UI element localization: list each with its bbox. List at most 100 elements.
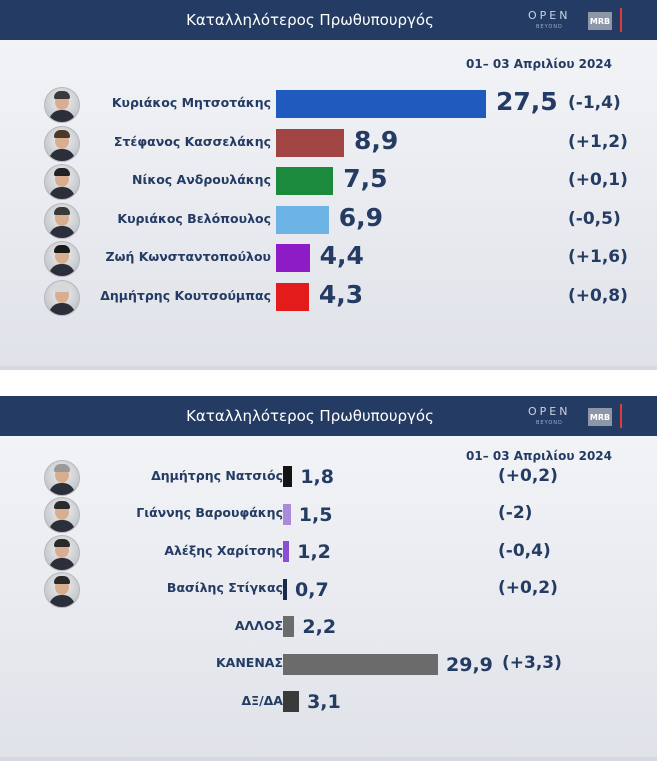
change-label: (+0,2) xyxy=(498,578,558,598)
change-label: (+3,3) xyxy=(502,653,562,673)
value-label: 1,8 xyxy=(300,466,334,488)
avatar-suit xyxy=(49,148,75,161)
bar xyxy=(276,205,329,234)
candidate-avatar xyxy=(44,87,80,123)
chart-panel-top: Καταλληλότερος Πρωθυπουργός OPEN BEYOND … xyxy=(0,0,657,370)
value-label: 0,7 xyxy=(295,578,329,601)
bar xyxy=(283,503,291,525)
bar xyxy=(276,128,344,157)
survey-date: 01– 03 Απριλίου 2024 xyxy=(466,57,612,71)
category-label: ΑΛΛΟΣ xyxy=(234,617,283,633)
category-label: Γιάννης Βαρουφάκης xyxy=(136,505,283,520)
change-label: (+0,2) xyxy=(498,465,558,486)
bar xyxy=(283,616,295,637)
panel-header: Καταλληλότερος Πρωθυπουργός OPEN BEYOND … xyxy=(0,396,657,436)
value-label: 2,2 xyxy=(302,616,337,638)
value-label: 1,5 xyxy=(298,503,333,526)
chart-panel-bottom: Καταλληλότερος Πρωθυπουργός OPEN BEYOND … xyxy=(0,396,657,761)
bar xyxy=(276,244,310,272)
candidate-avatar xyxy=(44,241,80,277)
avatar-hair xyxy=(54,283,70,292)
avatar-suit xyxy=(49,302,75,315)
chart-row: Ζωή Κωνσταντοπούλου 4,4 (+1,6) xyxy=(0,241,657,283)
open-logo-sub: BEYOND xyxy=(536,24,563,30)
avatar-hair xyxy=(54,538,70,547)
bar xyxy=(276,90,486,118)
avatar-hair xyxy=(54,245,70,253)
chart-row: Στέφανος Κασσελάκης 8,9 (+1,2) xyxy=(0,125,657,168)
change-label: (+0,8) xyxy=(568,285,628,306)
category-label: Κυριάκος Βελόπουλος xyxy=(117,210,271,226)
change-label: (-0,4) xyxy=(498,540,551,561)
avatar-hair xyxy=(54,91,70,99)
value-label: 4,3 xyxy=(318,279,364,309)
change-label: (+0,1) xyxy=(568,170,628,190)
category-label: ΚΑΝΕΝΑΣ xyxy=(215,655,283,670)
avatar-suit xyxy=(49,187,75,199)
category-label: Κυριάκος Μητσοτάκης xyxy=(111,95,271,110)
value-label: 7,5 xyxy=(343,164,388,193)
candidate-avatar xyxy=(44,572,80,608)
candidate-avatar xyxy=(44,164,80,200)
category-label: Ζωή Κωνσταντοπούλου xyxy=(105,249,271,264)
chart-row: ΚΑΝΕΝΑΣ 29,9 (+3,3) xyxy=(0,653,657,692)
category-label: Στέφανος Κασσελάκης xyxy=(113,133,271,149)
footer-stripe xyxy=(0,757,657,761)
chart-row: ΑΛΛΟΣ 2,2 xyxy=(0,616,657,654)
avatar-suit xyxy=(49,482,75,495)
value-label: 8,9 xyxy=(353,125,399,155)
candidate-avatar xyxy=(44,497,80,533)
avatar-hair xyxy=(54,129,70,138)
bar xyxy=(283,578,287,600)
category-label: Δημήτρης Νατσιός xyxy=(151,467,283,483)
value-label: 29,9 xyxy=(446,653,493,676)
chart-row: Αλέξης Χαρίτσης 1,2 (-0,4) xyxy=(0,534,657,579)
logo-divider xyxy=(620,404,622,428)
chart-row: Δημήτρης Κουτσούμπας 4,3 (+0,8) xyxy=(0,279,657,322)
avatar-hair xyxy=(54,576,70,584)
chart-row: Βασίλης Στίγκας 0,7 (+0,2) xyxy=(0,572,657,617)
value-label: 27,5 xyxy=(496,87,558,116)
chart-row: Δημήτρης Νατσιός 1,8 (+0,2) xyxy=(0,459,657,504)
value-label: 4,4 xyxy=(319,241,364,270)
bar xyxy=(283,466,293,487)
value-label: 6,9 xyxy=(338,202,383,232)
logo-divider xyxy=(620,8,622,32)
change-label: (-2) xyxy=(498,503,533,523)
panel-title: Καταλληλότερος Πρωθυπουργός xyxy=(186,407,434,425)
avatar-hair xyxy=(54,206,70,215)
chart-row: Κυριάκος Βελόπουλος 6,9 (-0,5) xyxy=(0,202,657,245)
chart-row: Νίκος Ανδρουλάκης 7,5 (+0,1) xyxy=(0,164,657,206)
avatar-suit xyxy=(49,520,75,532)
footer-stripe xyxy=(0,366,657,370)
avatar-hair xyxy=(54,463,70,472)
category-label: Νίκος Ανδρουλάκης xyxy=(131,172,271,187)
change-label: (+1,2) xyxy=(568,131,628,152)
chart-row: ΔΞ/ΔΑ 3,1 xyxy=(0,691,657,729)
avatar-suit xyxy=(49,595,75,607)
category-label: Αλέξης Χαρίτσης xyxy=(164,542,283,558)
open-logo: OPEN xyxy=(528,405,571,418)
open-logo: OPEN xyxy=(528,9,571,22)
panel-title: Καταλληλότερος Πρωθυπουργός xyxy=(186,11,434,29)
avatar-hair xyxy=(54,501,70,509)
change-label: (+1,6) xyxy=(568,247,628,267)
candidate-avatar xyxy=(44,459,80,496)
candidate-avatar xyxy=(44,534,80,571)
candidate-avatar xyxy=(44,279,80,316)
survey-date: 01– 03 Απριλίου 2024 xyxy=(466,449,612,463)
avatar-suit xyxy=(49,225,75,238)
avatar-suit xyxy=(49,110,75,122)
panel-header: Καταλληλότερος Πρωθυπουργός OPEN BEYOND … xyxy=(0,0,657,40)
chart-row: Κυριάκος Μητσοτάκης 27,5 (-1,4) xyxy=(0,87,657,129)
value-label: 3,1 xyxy=(307,691,341,713)
change-label: (-0,5) xyxy=(568,208,621,229)
change-label: (-1,4) xyxy=(568,93,621,113)
mrb-logo: MRB xyxy=(588,12,612,30)
avatar-suit xyxy=(49,264,75,276)
mrb-logo: MRB xyxy=(588,408,612,426)
value-label: 1,2 xyxy=(297,541,331,563)
category-label: Βασίλης Στίγκας xyxy=(166,580,283,595)
bar xyxy=(276,282,309,311)
bar xyxy=(283,541,290,562)
